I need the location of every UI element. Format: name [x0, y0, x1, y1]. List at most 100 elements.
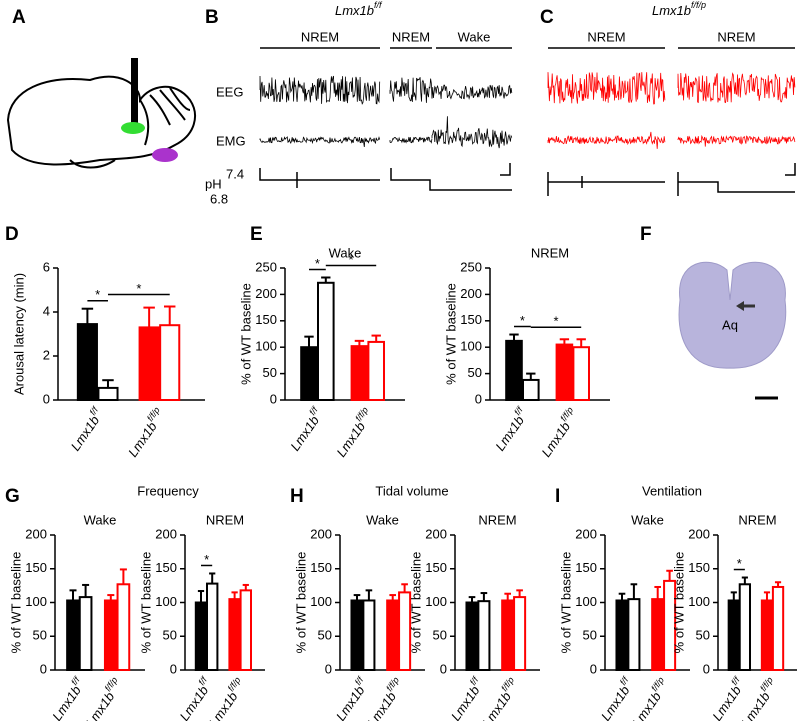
x-tick-label: Lmx1bf/f/p [81, 675, 127, 721]
ph-trace [390, 168, 512, 191]
x-tick-label-main: Lmx1b [288, 413, 323, 454]
y-tick-label: 200 [255, 286, 277, 301]
bar [239, 589, 253, 671]
x-tick-label: Lmx1bf/f/p [123, 405, 169, 460]
y-axis-label: % of WT baseline [8, 552, 23, 654]
trace [431, 84, 513, 100]
x-tick-label: Lmx1bf/f [285, 404, 327, 454]
panel-letter: D [5, 224, 19, 245]
trace-title-main: Lmx1b [335, 3, 374, 18]
y-tick-label: 0 [270, 391, 277, 406]
y-tick-label: 100 [575, 594, 597, 609]
chart-title: NREM [531, 245, 569, 260]
y-tick-label: 100 [425, 594, 447, 609]
trace [389, 77, 433, 103]
bar [138, 326, 160, 401]
segment-label: NREM [587, 29, 625, 44]
x-tick-label: Lmx1bf/f [331, 674, 373, 721]
x-tick-label-main: Lmx1b [125, 419, 160, 460]
ph-scale: 6.8 [210, 191, 228, 206]
ph-trace [677, 172, 795, 196]
y-tick-label: 150 [688, 560, 710, 575]
x-tick-label-main: Lmx1b [630, 689, 665, 721]
significance-label: * [95, 287, 100, 302]
significance-label: * [204, 552, 209, 567]
x-tick-label: Lmx1bf/f [490, 404, 532, 454]
chart-title: NREM [738, 512, 776, 527]
bar [159, 324, 181, 402]
significance-label: * [553, 314, 558, 329]
y-axis-label: % of WT baseline [293, 552, 308, 654]
bar [350, 599, 364, 671]
bar [572, 346, 591, 402]
bar [477, 600, 491, 672]
bar [206, 582, 219, 671]
histology-section [678, 261, 787, 400]
bar [362, 599, 376, 671]
bar [228, 598, 241, 671]
y-tick-label: 150 [155, 560, 177, 575]
bar [465, 601, 479, 671]
x-tick-label-main: Lmx1b [738, 689, 773, 721]
y-tick-label: 100 [688, 594, 710, 609]
chart-title: NREM [478, 512, 516, 527]
x-tick-label-main: Lmx1b [206, 689, 241, 721]
bar [386, 599, 400, 671]
x-tick-label-main: Lmx1b [365, 689, 400, 721]
scale-bar [785, 163, 796, 176]
y-tick-label: 200 [688, 526, 710, 541]
bar [760, 599, 774, 671]
y-tick-label: 50 [583, 628, 597, 643]
x-tick-label-main: Lmx1b [448, 683, 483, 721]
ph-trace [259, 168, 380, 188]
significance-label: * [348, 252, 353, 267]
trace-title-sup: f/f [374, 0, 383, 10]
group-title: Frequency [137, 483, 199, 498]
x-tick-label-main: Lmx1b [539, 419, 574, 460]
trace [677, 134, 796, 147]
y-axis-label: % of WT baseline [671, 552, 686, 654]
y-axis-label: Arousal latency (min) [11, 273, 26, 395]
x-tick-label-main: Lmx1b [493, 413, 528, 454]
y-tick-label: 250 [460, 259, 482, 274]
segment-label: NREM [392, 29, 430, 44]
bar [651, 598, 665, 671]
bar [194, 601, 208, 671]
electrode [131, 58, 138, 128]
significance-label: * [737, 556, 742, 571]
bar [501, 599, 515, 671]
bar [738, 583, 751, 672]
arrow-head [736, 301, 744, 311]
y-tick-label: 100 [255, 339, 277, 354]
chart-title: Wake [366, 512, 399, 527]
panel-letter: A [12, 7, 26, 28]
chart-title: Wake [631, 512, 664, 527]
y-tick-label: 150 [255, 312, 277, 327]
y-tick-label: 50 [163, 628, 177, 643]
x-tick-label: Lmx1bf/f [65, 404, 107, 454]
bar [367, 340, 385, 402]
y-tick-label: 200 [460, 286, 482, 301]
bar [66, 599, 80, 671]
channel-label: pH [205, 176, 222, 191]
x-tick-label-main: Lmx1b [334, 419, 369, 460]
x-tick-label-main: Lmx1b [598, 683, 633, 721]
y-axis-label: % of WT baseline [443, 283, 458, 385]
trace-title-sup: f/f/p [691, 0, 706, 10]
y-tick-label: 0 [43, 391, 50, 406]
y-tick-label: 50 [433, 628, 447, 643]
region-green [121, 122, 145, 134]
x-tick-label: Lmx1bf/f/p [204, 675, 250, 721]
panel-letter: B [205, 7, 219, 28]
group-title: Tidal volume [375, 483, 448, 498]
x-tick-label: Lmx1bf/f/p [627, 675, 673, 721]
y-tick-label: 150 [425, 560, 447, 575]
y-axis-label: % of WT baseline [408, 552, 423, 654]
y-tick-label: 50 [33, 628, 47, 643]
x-tick-label-main: Lmx1b [333, 683, 368, 721]
trace-title: Lmx1bf/f [335, 0, 383, 18]
x-tick-label: Lmx1bf/f [47, 674, 89, 721]
y-tick-label: 200 [155, 526, 177, 541]
y-tick-label: 100 [460, 339, 482, 354]
